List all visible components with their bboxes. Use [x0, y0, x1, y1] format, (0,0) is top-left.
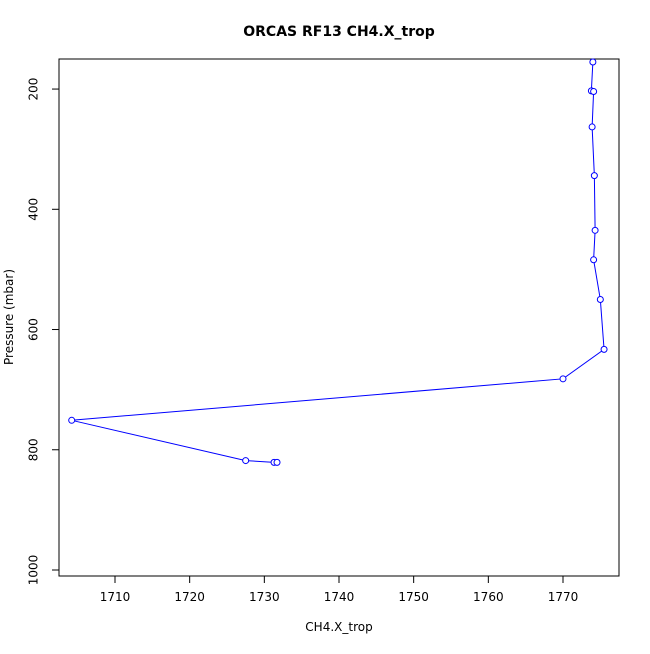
- y-tick-label: 800: [27, 438, 41, 461]
- y-axis: 200 400 600 800 1000: [27, 78, 59, 586]
- x-tick-label: 1730: [249, 590, 280, 604]
- x-axis: 1710 1720 1730 1740 1750 1760 1770: [100, 576, 579, 604]
- data-point: [596, 295, 604, 303]
- data-point: [590, 87, 598, 95]
- data-point: [591, 226, 599, 234]
- x-tick-label: 1710: [100, 590, 131, 604]
- data-point: [589, 58, 597, 66]
- y-tick-label: 600: [27, 318, 41, 341]
- x-axis-label: CH4.X_trop: [305, 620, 372, 634]
- series-line: [71, 61, 605, 463]
- x-tick-label: 1770: [548, 590, 579, 604]
- data-point: [68, 416, 76, 424]
- x-tick-label: 1740: [324, 590, 355, 604]
- plot-frame: [58, 58, 620, 577]
- data-point: [273, 458, 281, 466]
- x-tick-label: 1760: [473, 590, 504, 604]
- data-point: [590, 172, 598, 180]
- data-point: [588, 123, 596, 131]
- y-axis-label: Pressure (mbar): [2, 269, 16, 365]
- chart-title: ORCAS RF13 CH4.X_trop: [243, 24, 435, 40]
- x-tick-label: 1750: [398, 590, 429, 604]
- data-point: [590, 256, 598, 264]
- y-tick-label: 1000: [27, 555, 41, 586]
- y-tick-label: 400: [27, 198, 41, 221]
- series-layer: [68, 58, 608, 466]
- y-tick-label: 200: [27, 78, 41, 101]
- data-point: [600, 345, 608, 353]
- data-point: [242, 457, 250, 465]
- data-point: [559, 375, 567, 383]
- x-tick-label: 1720: [174, 590, 205, 604]
